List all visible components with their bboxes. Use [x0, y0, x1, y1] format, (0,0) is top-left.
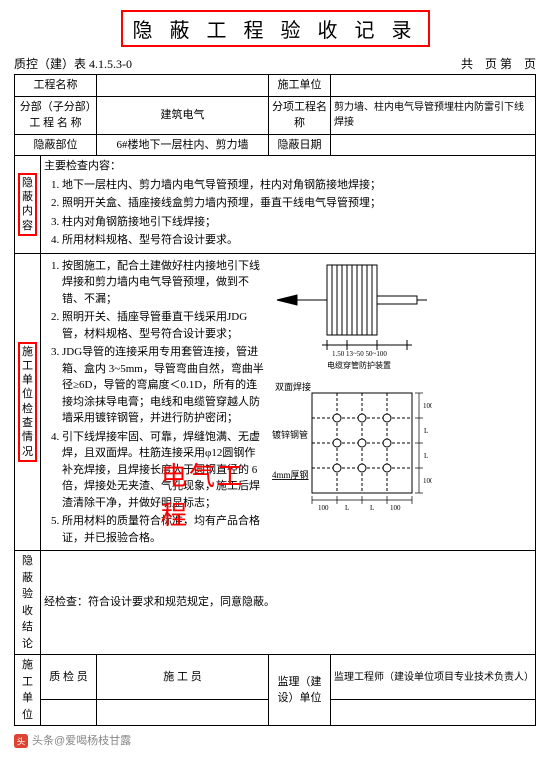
- page-title: 隐 蔽 工 程 验 收 记 录: [121, 10, 430, 47]
- diagram2-top: 双面焊接: [275, 381, 311, 392]
- list-item: 柱内对角钢筋接地引下线焊接；: [62, 214, 532, 231]
- diagram2-bottom: 4mm厚钢: [272, 469, 309, 480]
- hidden-content-cell: 主要检查内容： 地下一层柱内、剪力墙内电气导管预埋，柱内对角钢筋接地焊接； 照明…: [41, 156, 536, 254]
- value-division: 建筑电气: [97, 96, 269, 134]
- form-code: 质控（建）表 4.1.5.3-0: [14, 55, 132, 72]
- toutiao-icon: 头: [14, 734, 28, 748]
- value-date: [331, 134, 536, 156]
- label-hidden-content-text: 隐蔽内容: [22, 177, 33, 232]
- page-number: 共 页 第 页: [461, 55, 536, 72]
- diagram-cable-sleeve: 1.50 13~50 50~100 电缆穿管防护装置: [272, 260, 432, 370]
- svg-text:L: L: [424, 452, 428, 460]
- list-item: 按图施工，配合土建做好柱内接地引下线焊接和剪力墙内电气导管预埋，做到不错、不漏；: [62, 258, 266, 308]
- svg-text:头: 头: [17, 737, 26, 747]
- list-item: JDG导管的连接采用专用套管连接，管进箱、盒内 3~5mm，导管弯曲自然，弯曲半…: [62, 344, 266, 427]
- inspection-text-cell: 按图施工，配合土建做好柱内接地引下线焊接和剪力墙内电气导管预埋，做到不错、不漏；…: [41, 253, 269, 551]
- label-date: 隐蔽日期: [269, 134, 331, 156]
- record-table: 工程名称 施工单位 分部（子分部）工 程 名 称 建筑电气 分项工程名 称 剪力…: [14, 74, 536, 726]
- diagram-weld-plate: 双面焊接 镀锌钢管 4mm厚钢 100 L L 100 100 L L 100: [272, 378, 432, 518]
- svg-text:100: 100: [423, 477, 432, 485]
- diagram2-side: 镀锌钢管: [272, 429, 308, 440]
- diagram1-dim: 1.50 13~50 50~100: [332, 350, 387, 358]
- value-subitem: 剪力墙、柱内电气导管预埋柱内防雷引下线焊接: [331, 96, 536, 134]
- label-engineer: 监理工程师（建设单位项目专业技术负责人）: [331, 655, 536, 700]
- label-location: 隐蔽部位: [15, 134, 97, 156]
- label-supervisor-unit: 监理（建设）单位: [269, 655, 331, 726]
- list-item: 所用材料规格、型号符合设计要求。: [62, 232, 532, 249]
- label-contractor: 施工单位: [269, 75, 331, 97]
- value-project-name: [97, 75, 269, 97]
- list-item: 地下一层柱内、剪力墙内电气导管预埋，柱内对角钢筋接地焊接；: [62, 177, 532, 194]
- svg-text:100: 100: [390, 504, 401, 512]
- label-inspection: 施工单位检查情况: [15, 253, 41, 551]
- label-hidden-content: 隐蔽内容: [15, 156, 41, 254]
- hidden-content-list: 地下一层柱内、剪力墙内电气导管预埋，柱内对角钢筋接地焊接； 照明开关盒、插座接线…: [48, 177, 532, 249]
- label-subitem: 分项工程名 称: [269, 96, 331, 134]
- svg-text:L: L: [424, 427, 428, 435]
- label-conclusion: 隐蔽验收结论: [15, 551, 41, 655]
- list-item: 照明开关、插座导管垂直干线采用JDG管，材料规格、型号符合设计要求；: [62, 309, 266, 342]
- svg-text:100: 100: [423, 402, 432, 410]
- svg-text:L: L: [370, 504, 374, 512]
- value-location: 6#楼地下一层柱内、剪力墙: [97, 134, 269, 156]
- value-contractor: [331, 75, 536, 97]
- conclusion-cell: 经检查：符合设计要求和规范规定，同意隐蔽。: [41, 551, 536, 655]
- label-worker: 施 工 员: [97, 655, 269, 700]
- label-division: 分部（子分部）工 程 名 称: [15, 96, 97, 134]
- inspection-diagram-cell: 1.50 13~50 50~100 电缆穿管防护装置: [269, 253, 536, 551]
- label-inspection-text: 施工单位检查情况: [22, 346, 33, 458]
- label-qc: 质 检 员: [41, 655, 97, 700]
- hidden-content-heading: 主要检查内容：: [44, 158, 532, 175]
- svg-text:100: 100: [318, 504, 329, 512]
- diagram1-caption: 电缆穿管防护装置: [327, 360, 391, 370]
- label-project-name: 工程名称: [15, 75, 97, 97]
- footer-credit: 头头条@爱喝杨枝甘露: [14, 732, 536, 748]
- label-contractor-unit: 施工单位: [15, 655, 41, 726]
- category-stamp: 电气工程: [161, 457, 269, 535]
- list-item: 照明开关盒、插座接线盒剪力墙内预埋，垂直干线电气导管预埋；: [62, 195, 532, 212]
- svg-text:L: L: [345, 504, 349, 512]
